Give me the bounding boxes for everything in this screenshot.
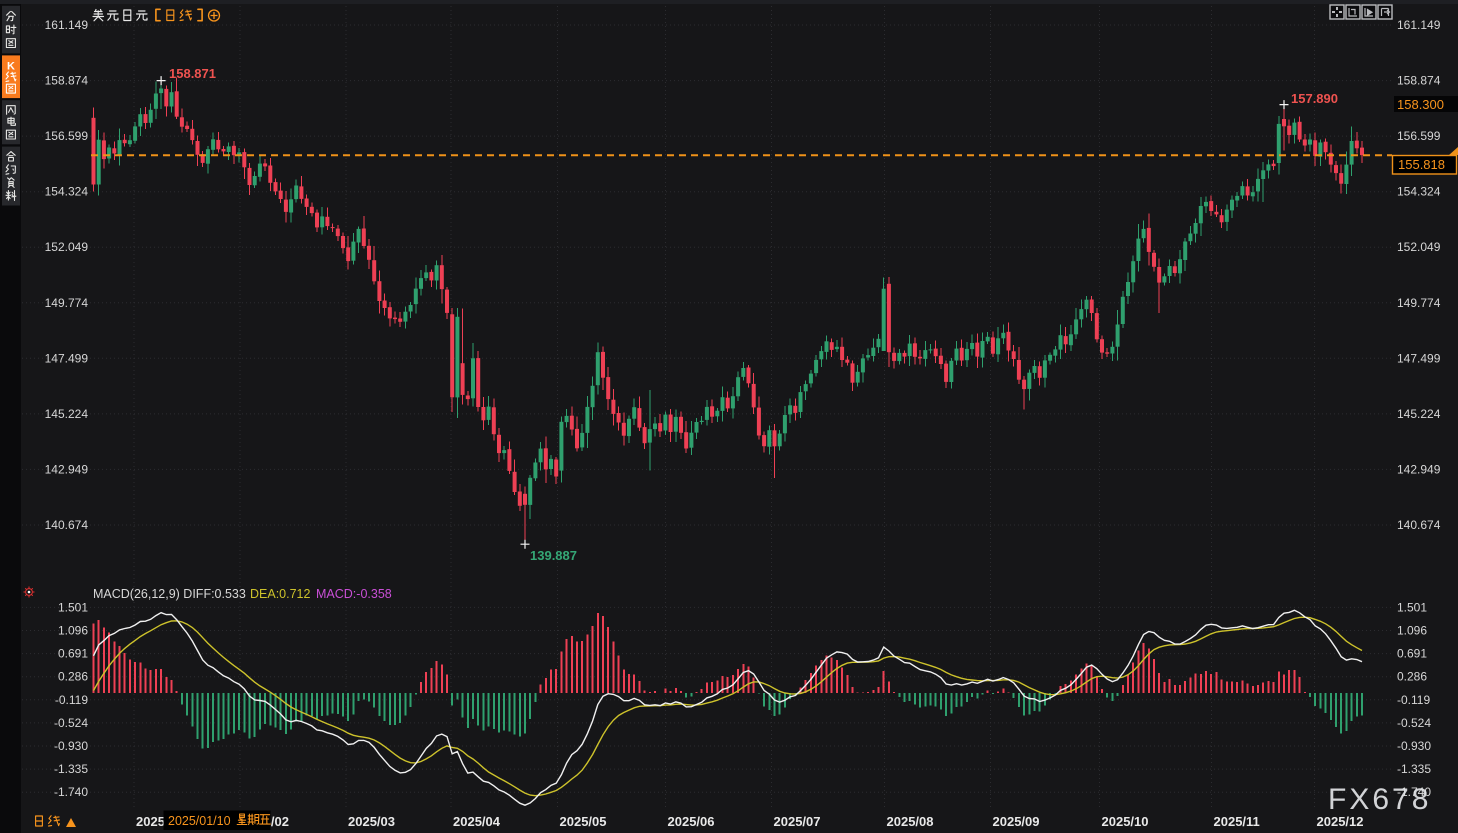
svg-text:2025/04: 2025/04 [453, 814, 501, 829]
svg-text:1.501: 1.501 [1397, 600, 1427, 614]
svg-text:-0.930: -0.930 [54, 739, 88, 753]
svg-text:140.674: 140.674 [1397, 518, 1441, 532]
svg-text:1.096: 1.096 [1397, 624, 1427, 638]
svg-text:-1.740: -1.740 [54, 785, 88, 799]
svg-text:-1.335: -1.335 [54, 762, 88, 776]
svg-text:0.691: 0.691 [58, 647, 88, 661]
svg-text:142.949: 142.949 [1397, 462, 1441, 476]
svg-text:145.224: 145.224 [45, 407, 89, 421]
svg-text:-0.119: -0.119 [1397, 693, 1430, 707]
svg-text:149.774: 149.774 [45, 296, 89, 310]
svg-text:147.499: 147.499 [45, 351, 89, 365]
svg-text:0.286: 0.286 [1397, 670, 1427, 684]
svg-text:2025/05: 2025/05 [560, 814, 607, 829]
svg-text:-0.119: -0.119 [55, 693, 88, 707]
svg-text:152.049: 152.049 [45, 240, 89, 254]
svg-text:2025/01/10: 2025/01/10 [168, 814, 231, 828]
svg-text:2025/09: 2025/09 [993, 814, 1040, 829]
svg-text:FX678: FX678 [1328, 783, 1431, 816]
svg-text:147.499: 147.499 [1397, 351, 1441, 365]
svg-text:156.599: 156.599 [1397, 129, 1441, 143]
svg-text:157.890: 157.890 [1291, 91, 1338, 106]
svg-text:1.501: 1.501 [58, 600, 88, 614]
svg-text:2025/10: 2025/10 [1102, 814, 1149, 829]
svg-text:161.149: 161.149 [1397, 18, 1441, 32]
svg-text:2025/12: 2025/12 [1317, 814, 1364, 829]
svg-text:158.871: 158.871 [169, 66, 216, 81]
svg-text:145.224: 145.224 [1397, 407, 1441, 421]
svg-text:154.324: 154.324 [1397, 185, 1441, 199]
svg-text:1.096: 1.096 [58, 624, 88, 638]
svg-text:-1.335: -1.335 [1397, 762, 1431, 776]
svg-text:155.818: 155.818 [1398, 157, 1445, 172]
svg-text:2025/07: 2025/07 [774, 814, 821, 829]
svg-text:MACD:-0.358: MACD:-0.358 [316, 587, 392, 601]
svg-text:-0.930: -0.930 [1397, 739, 1431, 753]
svg-text:161.149: 161.149 [45, 18, 89, 32]
svg-text:154.324: 154.324 [45, 185, 89, 199]
svg-text:2025/11: 2025/11 [1214, 814, 1260, 829]
svg-text:139.887: 139.887 [530, 548, 577, 563]
svg-text:K: K [7, 60, 15, 72]
svg-text:156.599: 156.599 [45, 129, 89, 143]
svg-text:-1.740: -1.740 [1397, 785, 1431, 799]
svg-text:0.286: 0.286 [58, 670, 88, 684]
svg-text:140.674: 140.674 [45, 518, 89, 532]
svg-text:-0.524: -0.524 [1397, 716, 1431, 730]
svg-text:-0.524: -0.524 [54, 716, 88, 730]
svg-text:DEA:0.712: DEA:0.712 [250, 587, 311, 601]
svg-text:2025/03: 2025/03 [348, 814, 395, 829]
svg-text:2025/06: 2025/06 [668, 814, 715, 829]
svg-text:158.874: 158.874 [1397, 74, 1441, 88]
svg-text:0.691: 0.691 [1397, 647, 1427, 661]
svg-text:2025/08: 2025/08 [887, 814, 934, 829]
svg-text:152.049: 152.049 [1397, 240, 1441, 254]
svg-text:158.300: 158.300 [1397, 97, 1444, 112]
svg-text:142.949: 142.949 [45, 462, 89, 476]
svg-text:158.874: 158.874 [45, 74, 89, 88]
svg-text:MACD(26,12,9) DIFF:0.533: MACD(26,12,9) DIFF:0.533 [93, 587, 246, 601]
svg-text:149.774: 149.774 [1397, 296, 1441, 310]
